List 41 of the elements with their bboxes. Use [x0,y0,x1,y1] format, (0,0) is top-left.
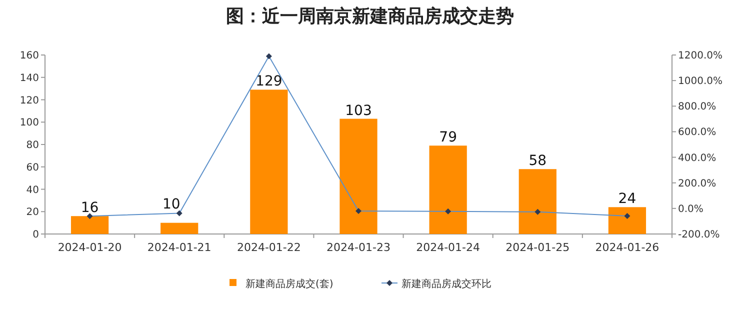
y2-tick-label: 400.0% [678,152,716,164]
y2-tick-label: 200.0% [678,178,716,190]
y2-tick-label: 0.0% [678,204,704,215]
y-tick-label: 40 [26,184,39,196]
data-label: 79 [439,130,457,146]
bar [429,146,467,234]
bar [608,207,646,234]
x-tick-label: 2024-01-24 [416,241,480,254]
bar [250,90,288,234]
data-label: 16 [80,200,99,216]
y-tick-label: 60 [26,162,39,174]
y2-tick-label: 600.0% [678,127,716,138]
y-tick-label: 140 [20,72,39,84]
y2-tick-label: 1000.0% [678,76,722,88]
legend-label: 新建商品房成交(套) [246,278,334,290]
bar [160,222,198,234]
data-label: 58 [528,153,547,170]
data-label: 24 [618,191,636,208]
x-tick-label: 2024-01-26 [595,241,660,254]
data-label: 103 [345,102,372,119]
y-tick-label: 0 [32,230,39,240]
y-tick-label: 120 [20,95,39,106]
y2-tick-label: 800.0% [678,102,716,113]
bar [340,118,378,234]
bar [70,216,109,234]
x-tick-label: 2024-01-20 [58,241,122,254]
x-tick-label: 2024-01-22 [236,241,301,254]
chart-title: 图：近一周南京新建商品房成交走势 [226,6,514,27]
y-tick-label: 80 [26,140,39,151]
legend-label: 新建商品房成交环比 [402,278,492,290]
bar [518,169,556,234]
y-tick-label: 160 [20,50,39,62]
data-label: 10 [162,196,180,212]
y-tick-label: 20 [26,207,39,218]
data-label: 129 [256,74,282,90]
y2-tick-label: 1200.0% [678,50,722,62]
y-tick-label: 100 [20,118,39,129]
x-tick-label: 2024-01-21 [147,241,212,254]
y2-tick-label: -200.0% [678,230,720,240]
x-tick-label: 2024-01-23 [326,241,390,254]
x-tick-label: 2024-01-25 [506,241,570,254]
